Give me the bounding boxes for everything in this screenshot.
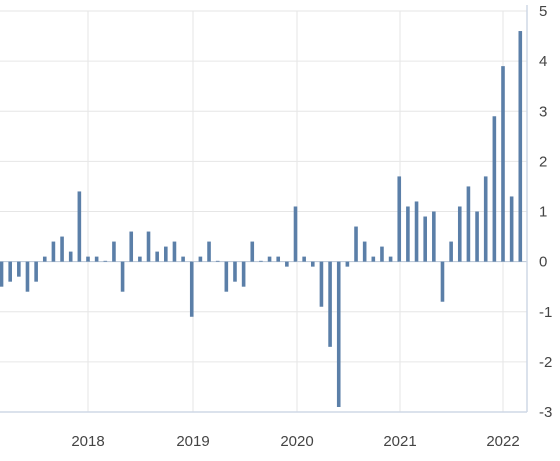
bar xyxy=(250,241,255,262)
y-tick-label: 1 xyxy=(539,204,547,221)
bar xyxy=(42,256,47,262)
bar xyxy=(8,261,12,282)
bar xyxy=(518,31,523,262)
bar xyxy=(60,236,64,262)
bar xyxy=(319,261,324,307)
bar xyxy=(293,206,298,262)
bar xyxy=(457,206,462,262)
bar xyxy=(146,231,151,262)
bar xyxy=(233,261,237,282)
bar xyxy=(285,261,289,267)
bar xyxy=(328,261,332,347)
bar xyxy=(267,256,272,262)
y-tick-label: 0 xyxy=(539,254,547,271)
bar xyxy=(336,261,341,407)
x-tick-label: 2020 xyxy=(280,433,313,450)
bar xyxy=(406,206,410,262)
y-tick-label: 3 xyxy=(539,103,547,120)
bar xyxy=(215,260,220,262)
bars xyxy=(0,31,523,407)
bar xyxy=(276,256,281,262)
bar xyxy=(164,246,168,262)
bar xyxy=(388,256,393,262)
bar xyxy=(189,261,194,317)
bar xyxy=(112,241,116,262)
bar xyxy=(310,261,315,267)
y-tick-label: 2 xyxy=(539,153,547,170)
x-tick-label: 2022 xyxy=(486,433,519,450)
x-tick-label: 2018 xyxy=(71,433,104,450)
bar xyxy=(138,256,142,262)
bar xyxy=(449,241,453,262)
bar xyxy=(362,241,367,262)
bar xyxy=(68,251,73,262)
bar xyxy=(302,256,306,262)
x-tick-label: 2019 xyxy=(176,433,209,450)
bar xyxy=(172,241,177,262)
bar xyxy=(0,261,4,287)
axes xyxy=(0,5,528,413)
bar xyxy=(120,261,125,292)
bar xyxy=(181,256,185,262)
bar xyxy=(224,261,229,292)
bar xyxy=(345,261,350,267)
y-tick-label: -2 xyxy=(539,354,552,371)
x-tick-label: 2021 xyxy=(383,433,416,450)
y-tick-label: 4 xyxy=(539,53,547,70)
bar xyxy=(198,256,203,262)
y-axis-tick-labels: 5 4 3 2 1 0 -1 -2 -3 xyxy=(539,3,552,421)
bar xyxy=(207,241,211,262)
bar xyxy=(509,196,514,262)
bar xyxy=(155,251,159,262)
bar xyxy=(77,191,82,262)
x-axis-tick-labels: 2018 2019 2020 2021 2022 xyxy=(71,433,519,450)
y-tick-label: 5 xyxy=(539,3,547,20)
bar xyxy=(492,116,497,262)
bar xyxy=(380,246,384,262)
bar xyxy=(25,261,30,292)
bar xyxy=(423,216,427,262)
bar xyxy=(51,241,56,262)
bar xyxy=(501,66,505,262)
bar xyxy=(241,261,246,287)
bar xyxy=(103,260,108,262)
bar xyxy=(440,261,445,302)
bar xyxy=(466,186,471,262)
bar xyxy=(129,231,134,262)
bar xyxy=(86,256,90,262)
bar xyxy=(483,176,488,262)
bar xyxy=(259,260,263,262)
bar xyxy=(17,261,21,277)
bar xyxy=(94,256,99,262)
bar xyxy=(371,256,376,262)
bar xyxy=(34,261,38,282)
bar xyxy=(432,211,436,262)
bar xyxy=(414,201,419,262)
bar xyxy=(475,211,479,262)
y-tick-label: -1 xyxy=(539,304,552,321)
bar xyxy=(397,176,402,262)
bar xyxy=(354,226,358,262)
y-tick-label: -3 xyxy=(539,404,552,421)
